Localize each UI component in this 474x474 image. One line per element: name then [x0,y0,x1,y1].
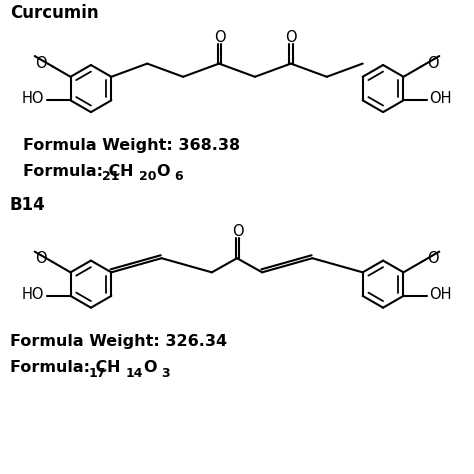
Text: O: O [285,30,297,45]
Text: OH: OH [429,91,452,106]
Text: H: H [119,164,133,179]
Text: B14: B14 [10,196,46,214]
Text: Formula Weight: 368.38: Formula Weight: 368.38 [23,137,240,153]
Text: O: O [428,55,439,71]
Text: Formula: C: Formula: C [10,360,107,375]
Text: 6: 6 [174,170,183,183]
Text: 14: 14 [126,367,143,380]
Text: 3: 3 [162,367,170,380]
Text: HO: HO [22,286,45,301]
Text: 17: 17 [89,367,107,380]
Text: O: O [144,360,157,375]
Text: HO: HO [22,91,45,106]
Text: Curcumin: Curcumin [10,4,99,22]
Text: O: O [35,251,46,266]
Text: O: O [156,164,170,179]
Text: O: O [35,55,46,71]
Text: H: H [107,360,120,375]
Text: O: O [232,224,243,239]
Text: 21: 21 [102,170,119,183]
Text: Formula Weight: 326.34: Formula Weight: 326.34 [10,334,227,349]
Text: O: O [428,251,439,266]
Text: 20: 20 [138,170,156,183]
Text: OH: OH [429,286,452,301]
Text: Formula: C: Formula: C [23,164,120,179]
Text: O: O [214,30,225,45]
